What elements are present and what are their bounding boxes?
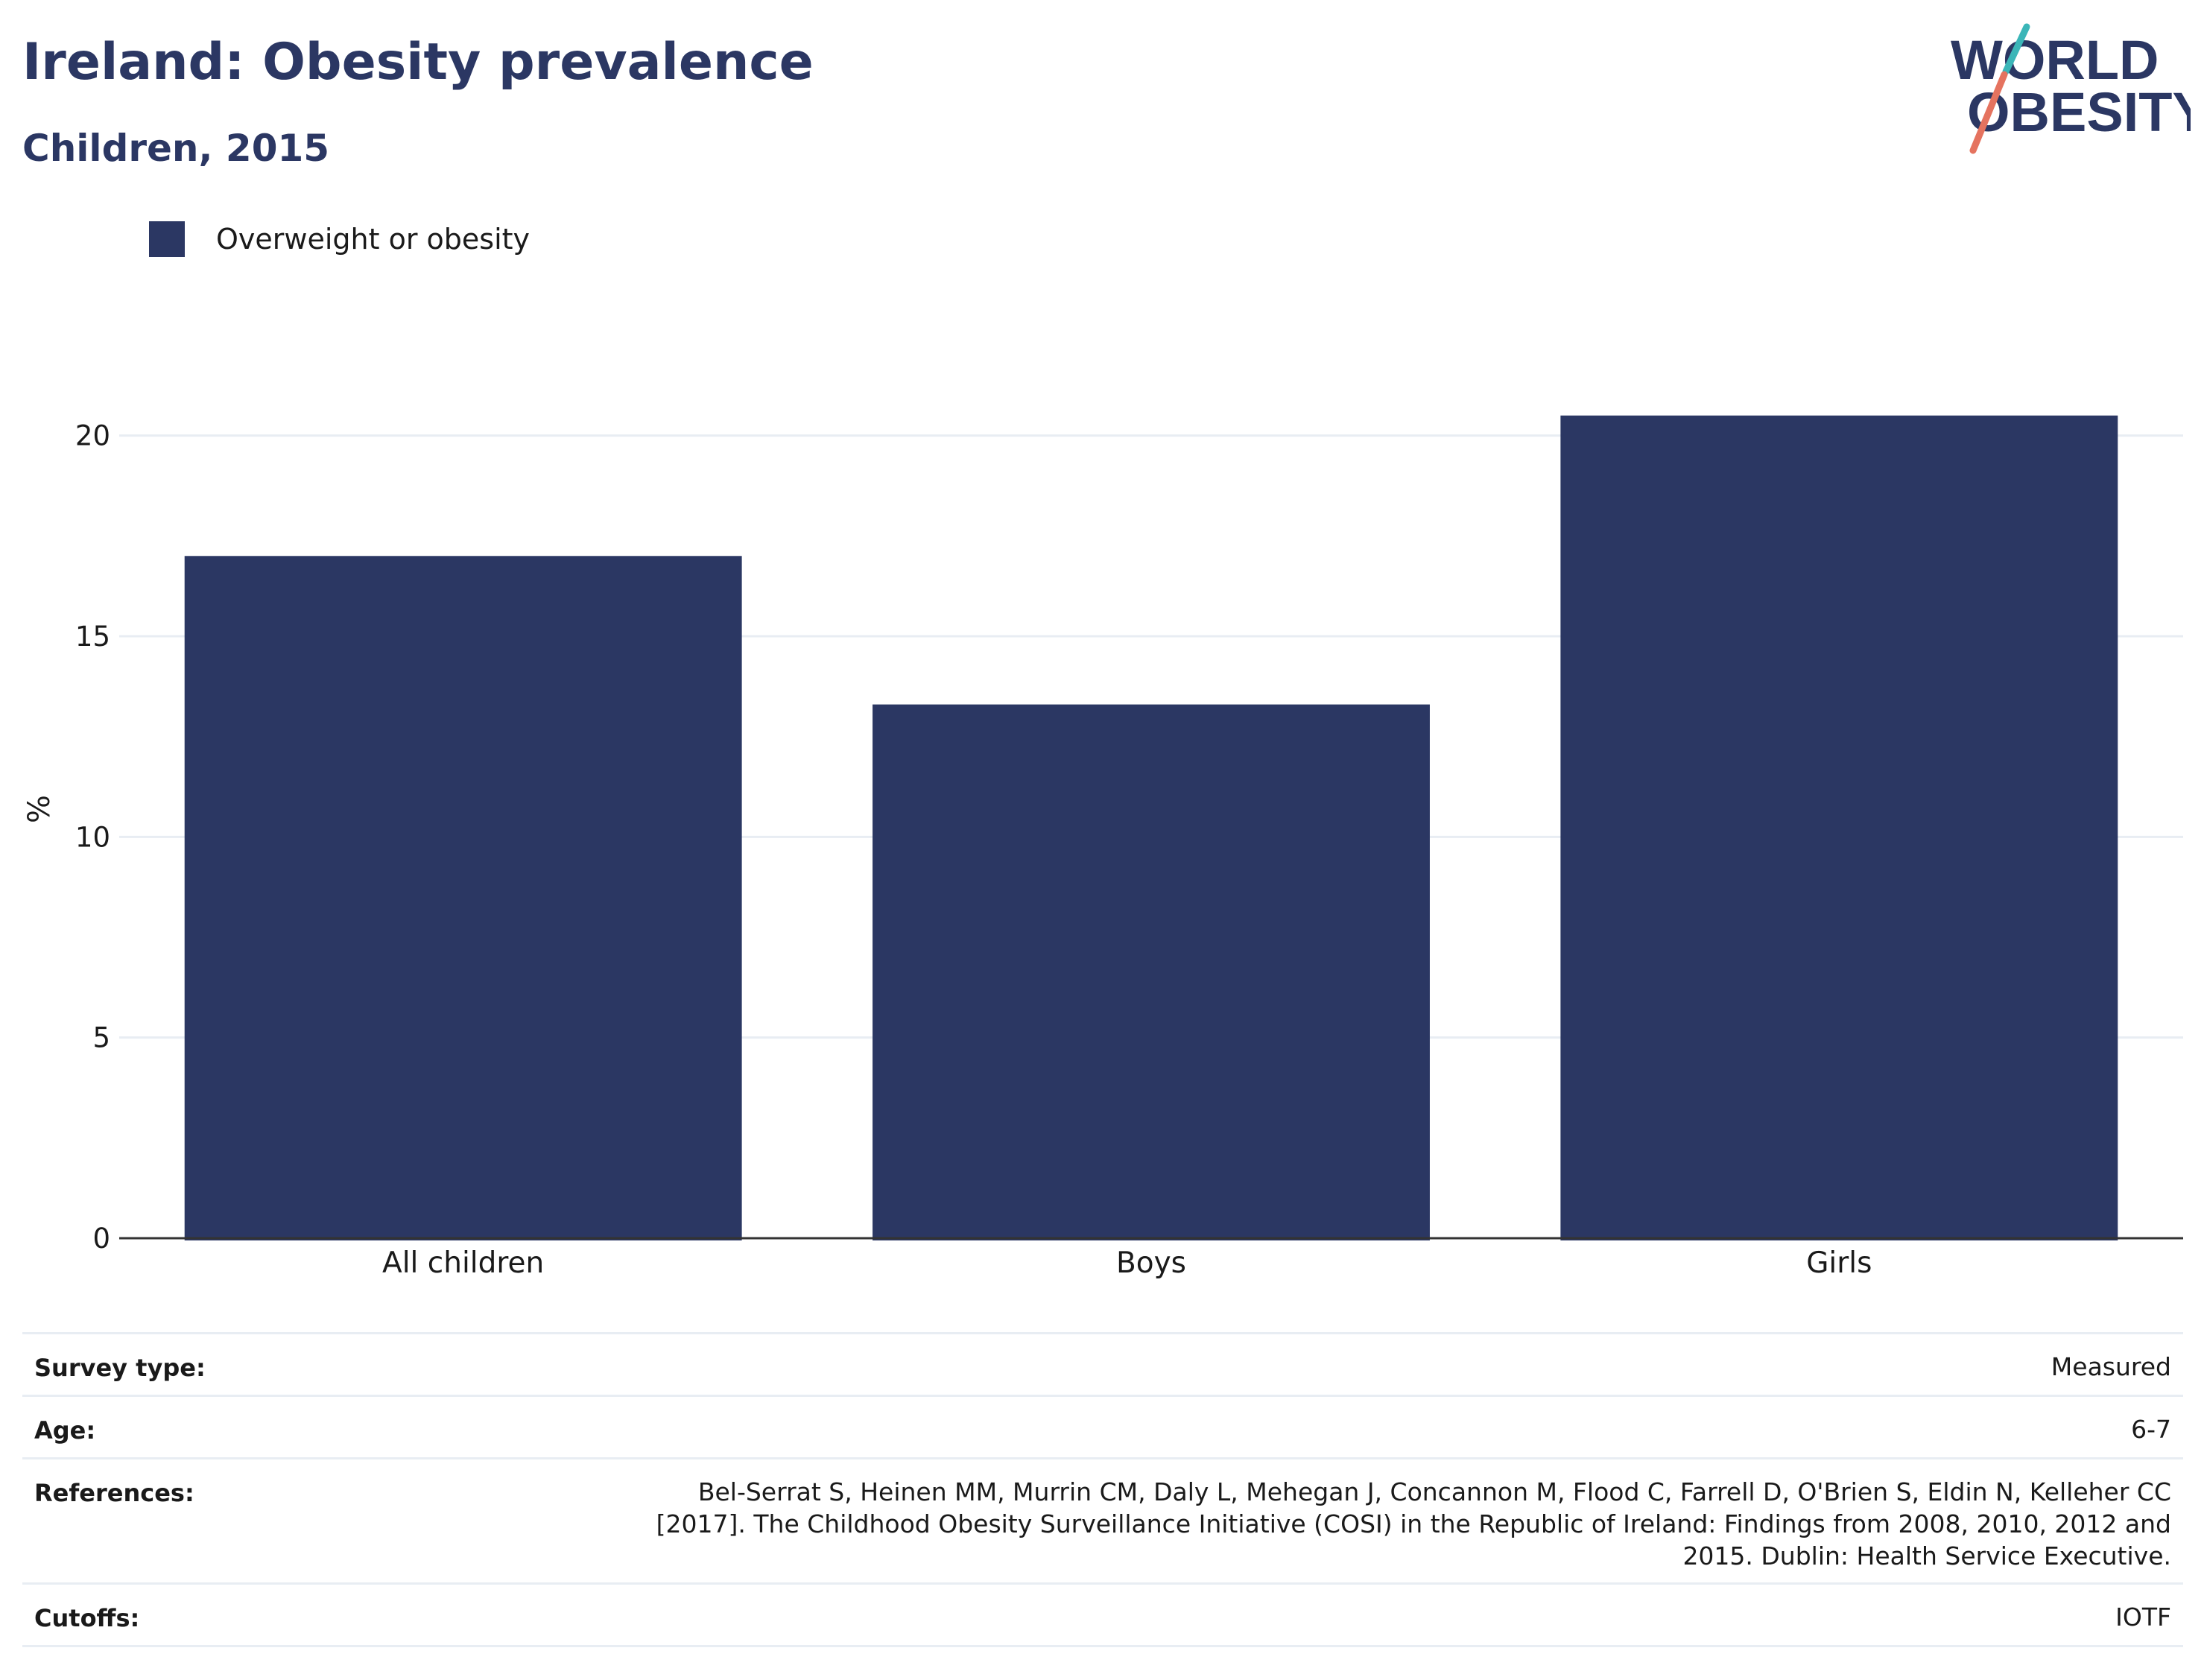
legend-label: Overweight or obesity [216,223,531,256]
bars [184,415,2118,1240]
info-value: IOTF [2115,1603,2171,1632]
bar-chart: 0 5 10 15 20 All children Boys Girls % [22,415,2183,1280]
bar-all-children[interactable] [184,556,742,1240]
bar-boys[interactable] [873,704,1430,1240]
x-tick-label: Girls [1806,1246,1872,1280]
world-obesity-logo: WORLD OBESITY [1951,23,2191,154]
y-tick-label: 5 [92,1022,110,1054]
y-tick-labels: 0 5 10 15 20 [75,420,110,1255]
y-axis-label: % [22,795,57,823]
y-tick-label: 20 [75,420,110,452]
info-row-age: Age: 6-7 [22,1397,2183,1459]
info-label: Age: [34,1416,96,1445]
info-label: Survey type: [34,1354,206,1382]
x-tick-label: Boys [1116,1246,1186,1280]
chart-title: Ireland: Obesity prevalence [22,33,814,92]
logo-slash-coral [1969,71,2008,154]
chart-subtitle: Children, 2015 [22,127,330,170]
info-row-cutoffs: Cutoffs: IOTF [22,1585,2183,1647]
info-value: Measured [2051,1352,2171,1381]
y-tick-label: 0 [92,1223,110,1255]
info-label: References: [34,1479,194,1507]
info-value: 6-7 [2131,1415,2171,1444]
info-row-references: References: Bel-Serrat S, Heinen MM, Mur… [22,1459,2183,1585]
legend-swatch [149,221,185,257]
logo-text-obesity: OBESITY [1967,81,2191,143]
info-value: Bel-Serrat S, Heinen MM, Murrin CM, Daly… [656,1477,2171,1570]
x-tick-labels: All children Boys Girls [382,1246,1872,1280]
legend[interactable]: Overweight or obesity [149,221,530,258]
y-tick-label: 10 [75,821,110,853]
y-tick-label: 15 [75,621,110,653]
info-table: Survey type: Measured Age: 6-7 Reference… [22,1332,2183,1647]
x-tick-label: All children [382,1246,544,1280]
logo-slash-teal [2002,23,2030,75]
info-row-survey-type: Survey type: Measured [22,1334,2183,1397]
bar-girls[interactable] [1560,415,2118,1240]
logo-text-world: WORLD [1951,29,2159,91]
info-label: Cutoffs: [34,1604,140,1632]
